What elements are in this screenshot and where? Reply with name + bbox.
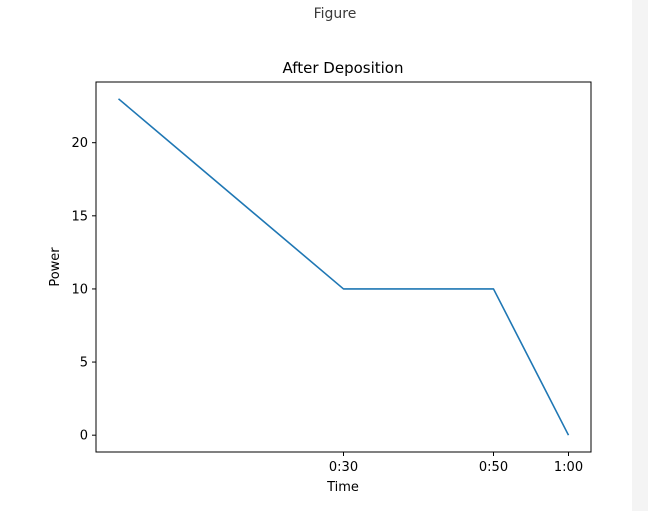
y-tick-label: 20	[71, 136, 88, 151]
y-tick-label: 10	[71, 282, 88, 297]
plot-area	[95, 81, 592, 453]
window-title: Figure	[313, 6, 357, 22]
x-axis-label: Time	[326, 480, 359, 495]
x-tick-label: 0:50	[479, 460, 508, 475]
window-edge	[632, 0, 648, 511]
y-tick-label: 0	[80, 429, 88, 444]
x-axis: 0:30 0:50 1:00	[329, 452, 583, 475]
series	[117, 98, 570, 436]
x-tick-label: 1:00	[554, 460, 583, 475]
y-axis-label: Power	[48, 247, 63, 287]
y-tick-label: 15	[71, 209, 88, 224]
x-tick-label: 0:30	[329, 460, 358, 475]
series-line	[117, 98, 570, 436]
chart-title: After Deposition	[283, 59, 404, 77]
y-axis: 0 5 10 15 20	[71, 136, 96, 444]
y-tick-label: 5	[80, 356, 88, 371]
